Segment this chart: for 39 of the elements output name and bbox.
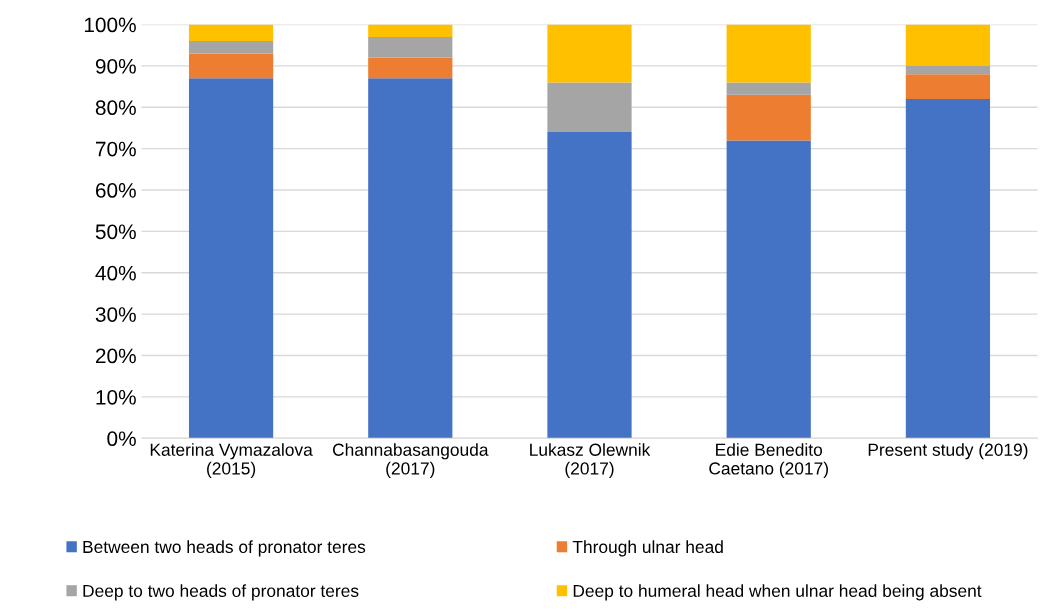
y-tick-label: 40% [95,265,136,281]
bar [547,132,632,439]
y-tick-label: 0% [107,431,136,447]
y-tick-label: 100% [84,17,136,33]
y-tick-label: 50% [95,224,136,240]
x-tick-label: Channabasangouda (2017) [332,443,489,479]
bar [188,41,274,54]
x-tick-label: Present study (2019) [868,443,1028,460]
y-tick-label: 80% [95,100,136,116]
bar [905,24,991,66]
bar [726,140,811,439]
bar [905,74,991,99]
bar [726,82,811,95]
bar [368,36,453,58]
bar [905,99,991,439]
x-tick-label: Katerina Vymazalova (2015) [150,443,313,479]
y-tick-label: 30% [95,307,136,322]
y-tick-label: 20% [95,348,136,364]
y-tick-label: 60% [95,183,136,198]
y-tick-label: 10% [96,389,136,405]
y-tick-label: 70% [95,141,136,157]
bar [905,65,991,75]
bar [368,78,453,439]
legend-label: Deep to two heads of pronator teres [83,584,359,601]
legend-label: Through ulnar head [572,540,723,557]
bar [547,82,632,133]
bar [726,94,811,141]
bar [188,78,274,439]
bar [188,24,274,42]
x-tick-label: Edie Benedito Caetano (2017) [709,443,828,479]
legend-label: Deep to humeral head when ulnar head being absent [573,584,982,601]
bar [188,53,274,79]
legend-label: Between two heads of pronator teres [83,540,366,557]
x-tick-label: Lukasz Olewnik (2017) [530,443,651,479]
bar [368,57,453,79]
bar [547,24,632,83]
bar [368,24,453,37]
y-tick-label: 90% [95,58,136,74]
bar [726,24,811,83]
